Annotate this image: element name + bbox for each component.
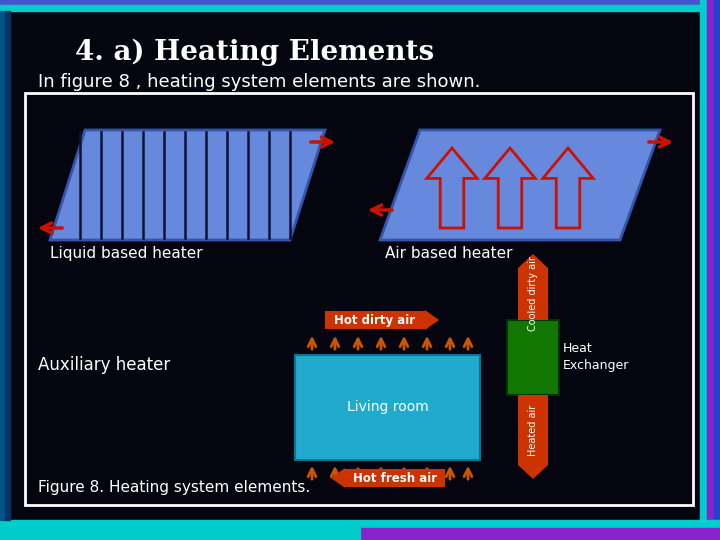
Text: In figure 8 , heating system elements are shown.: In figure 8 , heating system elements ar… xyxy=(38,73,480,91)
Text: Living room: Living room xyxy=(346,401,428,415)
Bar xyxy=(518,395,548,465)
Bar xyxy=(714,0,720,520)
Bar xyxy=(360,528,720,540)
Text: Auxiliary heater: Auxiliary heater xyxy=(38,356,170,374)
Polygon shape xyxy=(518,254,548,268)
Bar xyxy=(0,5,720,11)
Bar xyxy=(700,0,707,520)
Bar xyxy=(5,11,10,520)
Text: Hot fresh air: Hot fresh air xyxy=(353,472,437,485)
Bar xyxy=(345,469,445,487)
Text: Liquid based heater: Liquid based heater xyxy=(50,246,202,261)
Bar xyxy=(0,0,720,5)
Bar xyxy=(707,0,714,520)
Bar xyxy=(25,93,693,505)
Bar xyxy=(325,311,425,329)
Bar xyxy=(507,320,559,395)
Bar xyxy=(0,520,720,528)
Text: Heat
Exchanger: Heat Exchanger xyxy=(563,342,629,373)
Text: Figure 8. Heating system elements.: Figure 8. Heating system elements. xyxy=(38,480,310,495)
Bar xyxy=(518,268,548,320)
Polygon shape xyxy=(518,465,548,479)
Polygon shape xyxy=(50,130,325,240)
Text: Cooled dirty air: Cooled dirty air xyxy=(528,256,538,332)
Text: Heated air: Heated air xyxy=(528,404,538,456)
Bar xyxy=(295,355,480,460)
Text: Hot dirty air: Hot dirty air xyxy=(334,314,415,327)
Text: 4. a) Heating Elements: 4. a) Heating Elements xyxy=(75,38,434,66)
Polygon shape xyxy=(331,468,345,488)
Text: Air based heater: Air based heater xyxy=(385,246,513,261)
Polygon shape xyxy=(425,310,439,330)
Bar xyxy=(0,528,360,540)
Polygon shape xyxy=(380,130,660,240)
Bar xyxy=(0,11,5,520)
